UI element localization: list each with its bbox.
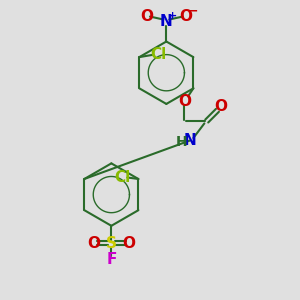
Text: F: F bbox=[106, 253, 116, 268]
Text: Cl: Cl bbox=[151, 47, 167, 62]
Text: O: O bbox=[178, 94, 191, 109]
Text: Cl: Cl bbox=[114, 170, 130, 185]
Text: O: O bbox=[87, 236, 100, 251]
Text: H: H bbox=[176, 135, 187, 149]
Text: +: + bbox=[168, 11, 177, 21]
Text: N: N bbox=[160, 14, 173, 29]
Text: O: O bbox=[123, 236, 136, 251]
Text: −: − bbox=[188, 5, 198, 18]
Text: S: S bbox=[106, 236, 117, 251]
Text: O: O bbox=[214, 99, 227, 114]
Text: O: O bbox=[140, 9, 154, 24]
Text: O: O bbox=[179, 9, 192, 24]
Text: N: N bbox=[184, 133, 197, 148]
